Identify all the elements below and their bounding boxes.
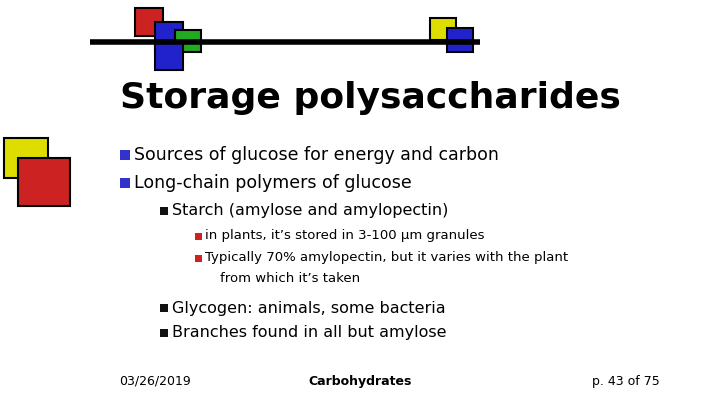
Bar xyxy=(120,178,130,188)
Text: Starch (amylose and amylopectin): Starch (amylose and amylopectin) xyxy=(172,203,449,219)
Bar xyxy=(155,22,183,50)
Text: Branches found in all but amylose: Branches found in all but amylose xyxy=(172,326,446,341)
Bar xyxy=(160,304,168,312)
Bar xyxy=(195,232,202,239)
Bar xyxy=(120,150,130,160)
Bar xyxy=(4,138,48,178)
Text: Glycogen: animals, some bacteria: Glycogen: animals, some bacteria xyxy=(172,301,446,315)
Text: Typically 70% amylopectin, but it varies with the plant: Typically 70% amylopectin, but it varies… xyxy=(205,252,568,264)
Bar xyxy=(195,254,202,262)
Bar xyxy=(155,42,183,70)
Text: p. 43 of 75: p. 43 of 75 xyxy=(593,375,660,388)
Bar xyxy=(160,207,168,215)
Bar xyxy=(160,329,168,337)
Bar xyxy=(447,28,473,52)
Text: from which it’s taken: from which it’s taken xyxy=(220,271,360,284)
Bar xyxy=(135,8,163,36)
Text: Long-chain polymers of glucose: Long-chain polymers of glucose xyxy=(134,174,412,192)
Text: Carbohydrates: Carbohydrates xyxy=(308,375,412,388)
Bar xyxy=(18,158,70,206)
Text: in plants, it’s stored in 3-100 μm granules: in plants, it’s stored in 3-100 μm granu… xyxy=(205,230,485,243)
Bar xyxy=(175,30,201,52)
Text: Sources of glucose for energy and carbon: Sources of glucose for energy and carbon xyxy=(134,146,499,164)
Text: 03/26/2019: 03/26/2019 xyxy=(119,375,191,388)
Text: Storage polysaccharides: Storage polysaccharides xyxy=(120,81,621,115)
Bar xyxy=(430,18,456,40)
